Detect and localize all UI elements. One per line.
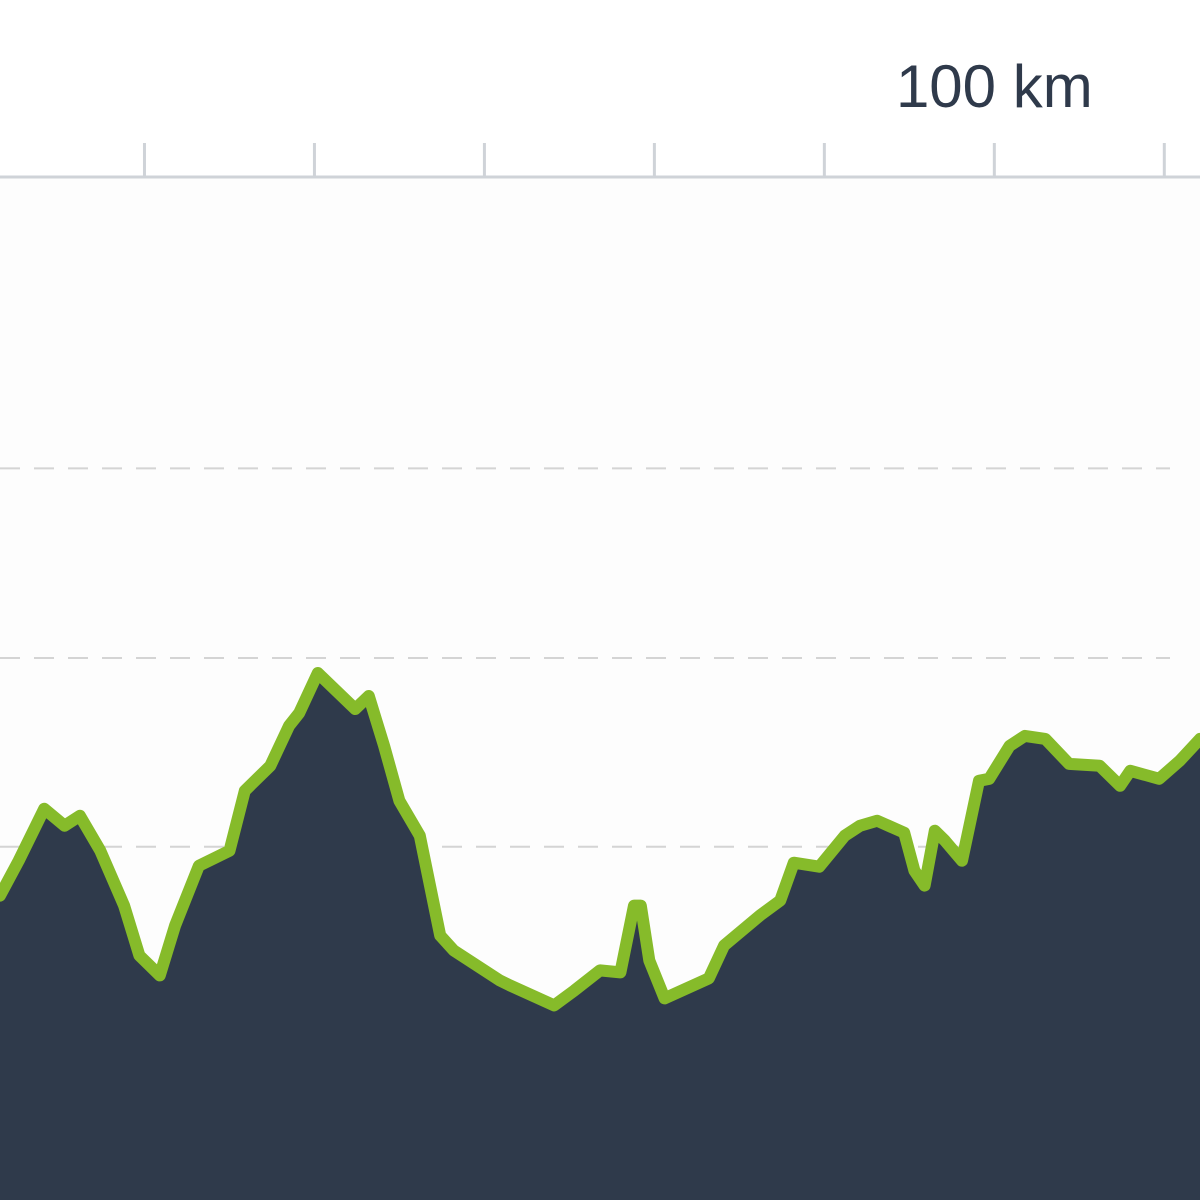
header-band	[0, 0, 1200, 177]
elevation-line	[0, 667, 1200, 1012]
area-fill	[0, 673, 1200, 1200]
x-tick-label: 100 km	[896, 53, 1093, 120]
